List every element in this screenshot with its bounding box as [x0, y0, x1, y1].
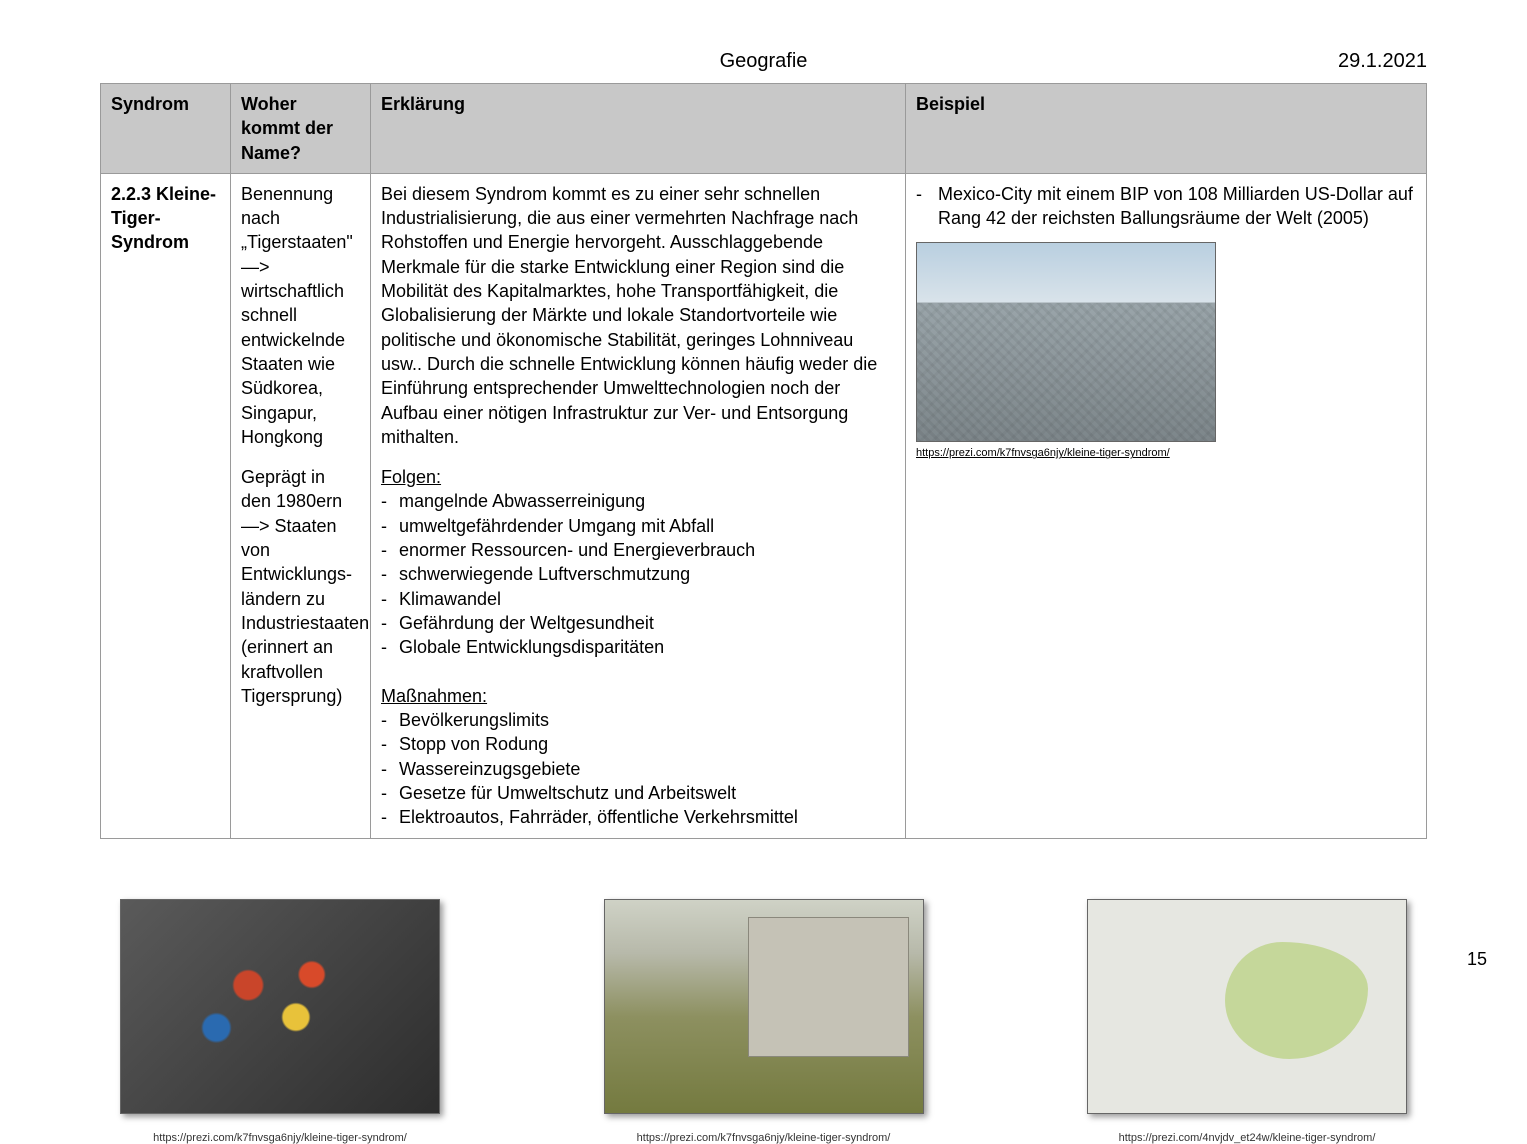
- list-item: Wassereinzugsgebiete: [381, 757, 895, 781]
- bottom-caption-3: https://prezi.com/4nvjdv_et24w/kleine-ti…: [1087, 1132, 1407, 1144]
- cell-erklaerung: Bei diesem Syndrom kommt es zu einer seh…: [371, 173, 906, 838]
- folgen-list: mangelnde Abwasserreinigung umweltgefähr…: [381, 489, 895, 659]
- syndrome-table: Syndrom Woher kommt der Name? Erklärung …: [100, 83, 1427, 839]
- massnahmen-list: Bevölkerungslimits Stopp von Rodung Wass…: [381, 708, 895, 829]
- list-item: Gefährdung der Weltgesundheit: [381, 611, 895, 635]
- bottom-figure-3: https://prezi.com/4nvjdv_et24w/kleine-ti…: [1087, 899, 1407, 1144]
- bottom-image-row: https://prezi.com/k7fnvsga6njy/kleine-ti…: [0, 839, 1527, 1144]
- bottom-figure-2: https://prezi.com/k7fnvsga6njy/kleine-ti…: [604, 899, 924, 1144]
- table-row: 2.2.3 Kleine-Tiger-Syndrom Benennung nac…: [101, 173, 1427, 838]
- polluted-water-image: [604, 899, 924, 1114]
- list-item: umweltgefährdender Umgang mit Abfall: [381, 514, 895, 538]
- list-item: Klimawandel: [381, 587, 895, 611]
- name-origin-p1: Benennung nach „Tigerstaaten" —> wirtsch…: [241, 182, 360, 449]
- beispiel-image-caption[interactable]: https://prezi.com/k7fnvsga6njy/kleine-ti…: [916, 446, 1416, 461]
- beispiel-image: [916, 242, 1216, 442]
- syndrom-name: 2.2.3 Kleine-Tiger-Syndrom: [111, 184, 216, 253]
- list-item: Gesetze für Umweltschutz und Arbeitswelt: [381, 781, 895, 805]
- bottom-caption-2: https://prezi.com/k7fnvsga6njy/kleine-ti…: [604, 1132, 924, 1144]
- page-header: Geografie 29.1.2021: [0, 0, 1527, 83]
- cell-name-origin: Benennung nach „Tigerstaaten" —> wirtsch…: [231, 173, 371, 838]
- page-date: 29.1.2021: [985, 50, 1427, 73]
- col-beispiel: Beispiel: [906, 84, 1427, 174]
- traffic-jam-image: [120, 899, 440, 1114]
- page-number: 15: [1467, 949, 1487, 970]
- list-item: Stopp von Rodung: [381, 732, 895, 756]
- massnahmen-label: Maßnahmen:: [381, 684, 895, 708]
- list-item: enormer Ressourcen- und Energieverbrauch: [381, 538, 895, 562]
- bottom-figure-1: https://prezi.com/k7fnvsga6njy/kleine-ti…: [120, 899, 440, 1144]
- col-erklaerung: Erklärung: [371, 84, 906, 174]
- col-name-origin: Woher kommt der Name?: [231, 84, 371, 174]
- asia-map-image: [1087, 899, 1407, 1114]
- bottom-caption-1: https://prezi.com/k7fnvsga6njy/kleine-ti…: [120, 1132, 440, 1144]
- table-header-row: Syndrom Woher kommt der Name? Erklärung …: [101, 84, 1427, 174]
- name-origin-p2: Geprägt in den 1980ern —> Staaten von En…: [241, 465, 360, 708]
- beispiel-text: Mexico-City mit einem BIP von 108 Millia…: [916, 182, 1416, 231]
- list-item: Elektroautos, Fahrräder, öffentliche Ver…: [381, 805, 895, 829]
- page-title: Geografie: [542, 50, 984, 73]
- cell-beispiel: Mexico-City mit einem BIP von 108 Millia…: [906, 173, 1427, 838]
- beispiel-list: Mexico-City mit einem BIP von 108 Millia…: [916, 182, 1416, 231]
- list-item: Globale Entwicklungsdisparitäten: [381, 635, 895, 659]
- list-item: schwerwiegende Luftverschmutzung: [381, 562, 895, 586]
- col-syndrom: Syndrom: [101, 84, 231, 174]
- list-item: mangelnde Abwasserreinigung: [381, 489, 895, 513]
- erklaerung-intro: Bei diesem Syndrom kommt es zu einer seh…: [381, 182, 895, 449]
- cell-syndrom: 2.2.3 Kleine-Tiger-Syndrom: [101, 173, 231, 838]
- folgen-label: Folgen:: [381, 465, 895, 489]
- list-item: Bevölkerungslimits: [381, 708, 895, 732]
